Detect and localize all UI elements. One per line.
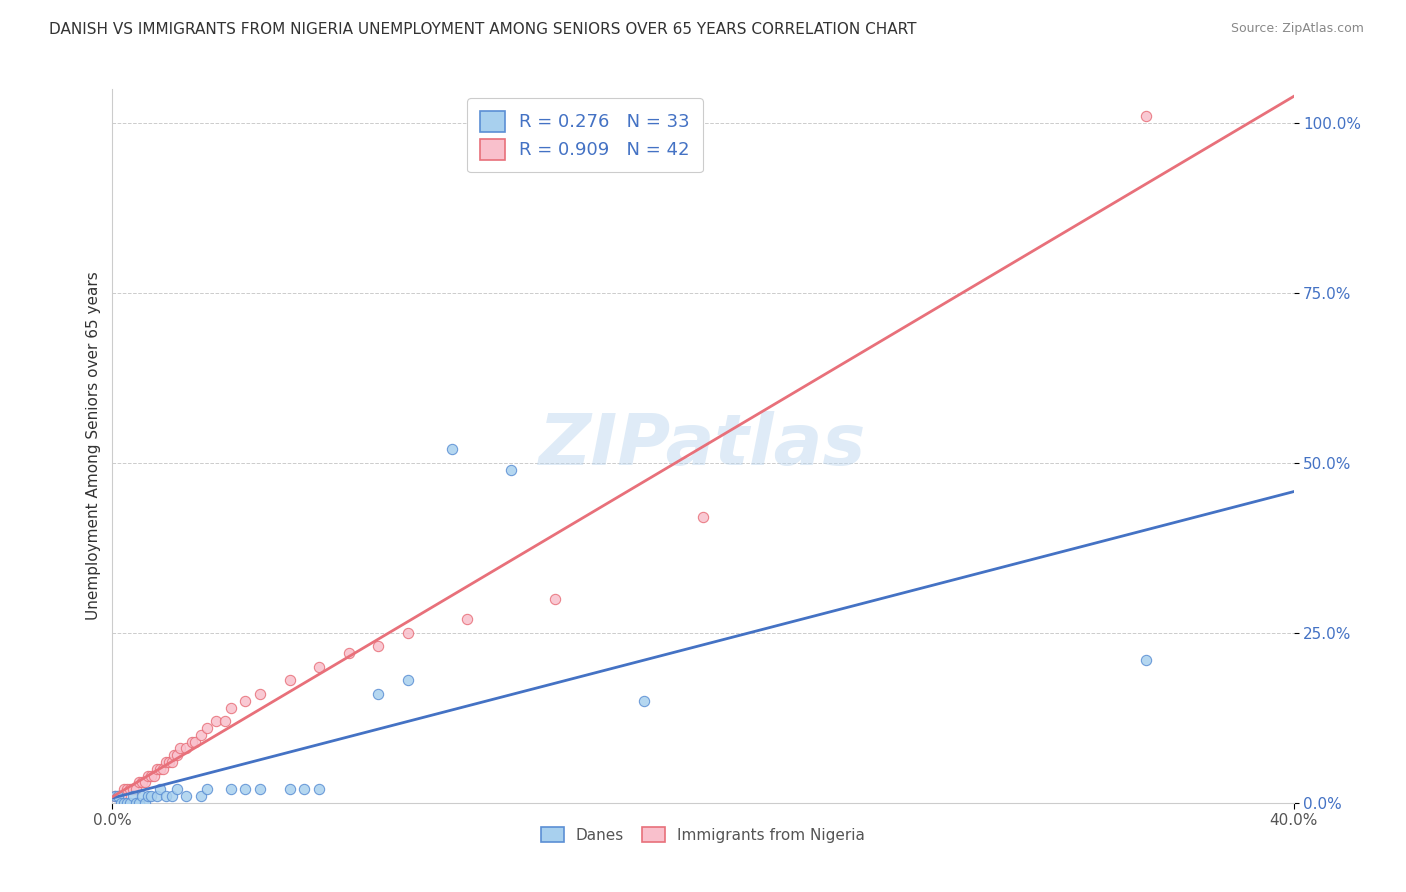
Point: [441, 442, 464, 457]
Point: [155, 789, 177, 803]
Point: [149, 782, 172, 797]
Point: [166, 782, 188, 797]
Point: [125, 782, 148, 797]
Point: [195, 721, 218, 735]
Point: [214, 714, 236, 729]
Point: [396, 626, 419, 640]
Point: [174, 741, 197, 756]
Point: [219, 700, 242, 714]
Point: [131, 775, 153, 789]
Point: [308, 660, 330, 674]
Point: [139, 789, 162, 803]
Point: [122, 782, 145, 797]
Point: [544, 591, 567, 606]
Point: [110, 796, 132, 810]
Point: [233, 782, 256, 797]
Point: [195, 782, 218, 797]
Point: [112, 782, 135, 797]
Point: [169, 741, 191, 756]
Point: [292, 782, 315, 797]
Point: [107, 789, 129, 803]
Point: [249, 782, 271, 797]
Point: [1135, 109, 1157, 123]
Point: [155, 755, 177, 769]
Point: [184, 734, 207, 748]
Text: ZIPatlas: ZIPatlas: [540, 411, 866, 481]
Text: DANISH VS IMMIGRANTS FROM NIGERIA UNEMPLOYMENT AMONG SENIORS OVER 65 YEARS CORRE: DANISH VS IMMIGRANTS FROM NIGERIA UNEMPL…: [49, 22, 917, 37]
Point: [128, 775, 150, 789]
Point: [110, 789, 132, 803]
Point: [233, 694, 256, 708]
Point: [139, 769, 162, 783]
Point: [160, 789, 183, 803]
Point: [142, 769, 165, 783]
Point: [104, 789, 127, 803]
Point: [396, 673, 419, 688]
Point: [633, 694, 655, 708]
Point: [337, 646, 360, 660]
Point: [104, 789, 127, 803]
Point: [692, 510, 714, 524]
Point: [278, 782, 301, 797]
Point: [181, 734, 204, 748]
Point: [136, 789, 159, 803]
Point: [117, 782, 138, 797]
Point: [367, 687, 389, 701]
Point: [190, 789, 212, 803]
Point: [278, 673, 301, 688]
Point: [157, 755, 180, 769]
Point: [163, 748, 186, 763]
Point: [205, 714, 228, 729]
Text: Source: ZipAtlas.com: Source: ZipAtlas.com: [1230, 22, 1364, 36]
Point: [146, 762, 169, 776]
Point: [152, 762, 174, 776]
Point: [117, 796, 138, 810]
Point: [120, 782, 142, 797]
Point: [1135, 653, 1157, 667]
Point: [308, 782, 330, 797]
Point: [160, 755, 183, 769]
Point: [128, 796, 150, 810]
Point: [456, 612, 478, 626]
Point: [249, 687, 271, 701]
Point: [219, 782, 242, 797]
Point: [125, 796, 148, 810]
Point: [131, 789, 153, 803]
Point: [112, 796, 135, 810]
Point: [134, 796, 156, 810]
Y-axis label: Unemployment Among Seniors over 65 years: Unemployment Among Seniors over 65 years: [86, 272, 101, 620]
Point: [166, 748, 188, 763]
Point: [136, 769, 159, 783]
Point: [367, 640, 389, 654]
Point: [146, 789, 169, 803]
Point: [107, 789, 129, 803]
Point: [134, 775, 156, 789]
Point: [501, 463, 523, 477]
Point: [120, 796, 142, 810]
Point: [149, 762, 172, 776]
Point: [122, 789, 145, 803]
Point: [190, 728, 212, 742]
Legend: Danes, Immigrants from Nigeria: Danes, Immigrants from Nigeria: [534, 821, 872, 848]
Point: [174, 789, 197, 803]
